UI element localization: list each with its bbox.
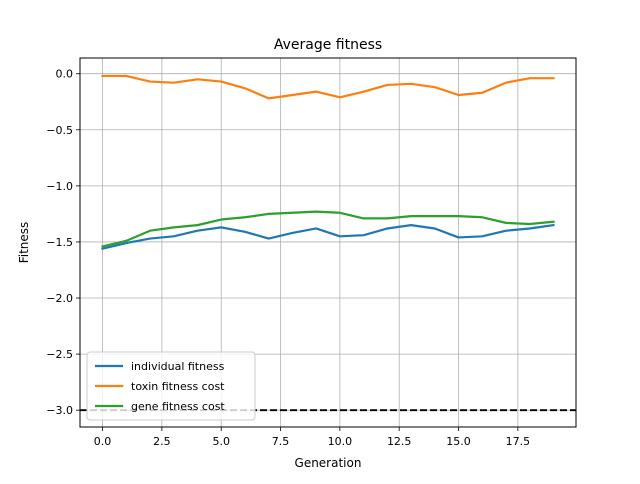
x-axis-label: Generation: [295, 456, 362, 470]
x-tick-label: 5.0: [212, 435, 230, 448]
x-tick-label: 12.5: [387, 435, 412, 448]
y-axis-label: Fitness: [17, 222, 31, 264]
chart-title: Average fitness: [274, 37, 382, 53]
series-line-individual-fitness: [101, 223, 555, 250]
y-ticks: 0.0 −0.5 −1.0 −1.5 −2.0 −2.5 −3.0: [46, 68, 80, 417]
axes-frame: [79, 57, 577, 428]
y-tick-label: 0.0: [56, 68, 74, 81]
x-ticks: 0.0 2.5 5.0 7.5 10.0 12.5 15.0 17.5: [94, 427, 530, 448]
y-tick-label: −2.0: [46, 292, 73, 305]
x-tick-label: 7.5: [272, 435, 290, 448]
x-tick-label: 15.0: [446, 435, 471, 448]
legend-label-individual-fitness: individual fitness: [131, 360, 225, 373]
legend-box: [86, 351, 256, 421]
grid-lines: [80, 58, 576, 427]
x-tick-label: 0.0: [94, 435, 112, 448]
data-series: [101, 74, 555, 250]
x-tick-label: 10.0: [328, 435, 353, 448]
series-line-gene-fitness-cost: [101, 210, 555, 248]
y-tick-label: −0.5: [46, 124, 73, 137]
legend: individual fitness toxin fitness cost gene…: [86, 351, 256, 421]
series-line-toxin-fitness-cost: [101, 74, 555, 100]
legend-label-gene-fitness-cost: gene fitness cost: [131, 400, 225, 413]
y-tick-label: −3.0: [46, 404, 73, 417]
y-tick-label: −1.0: [46, 180, 73, 193]
y-tick-label: −1.5: [46, 236, 73, 249]
x-tick-label: 17.5: [506, 435, 531, 448]
legend-label-toxin-fitness-cost: toxin fitness cost: [131, 380, 225, 393]
y-tick-label: −2.5: [46, 348, 73, 361]
x-tick-label: 2.5: [153, 435, 171, 448]
